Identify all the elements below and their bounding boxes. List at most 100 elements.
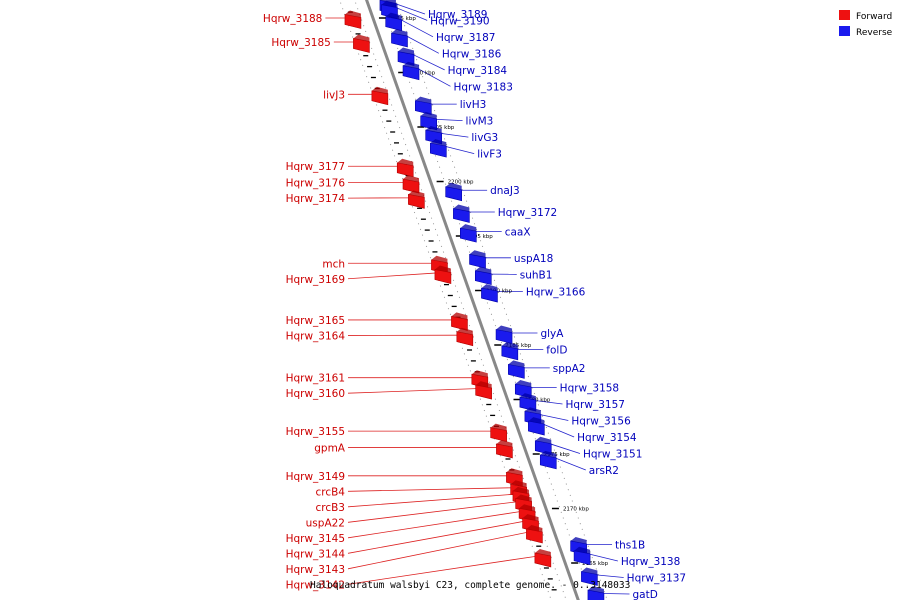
leader-line xyxy=(436,118,463,122)
gene-feature-folD xyxy=(501,341,519,361)
gene-feature-uspA18 xyxy=(469,250,486,269)
axis-tick-label: 2215 kbp xyxy=(390,16,416,22)
gene-feature-Hqrw_3185 xyxy=(353,34,370,53)
gene-feature-Hqrw_3169 xyxy=(434,265,452,284)
gene-label-Hqrw_3142: Hqrw_3142 xyxy=(286,579,345,591)
leader-line xyxy=(551,443,581,454)
gene-label-Hqrw_3177: Hqrw_3177 xyxy=(286,161,345,173)
legend-label-forward: Forward xyxy=(856,12,892,22)
gene-feature-Hqrw_3154 xyxy=(528,417,545,436)
gene-label-folD: folD xyxy=(546,345,567,357)
leader-line xyxy=(556,457,586,471)
gene-labels: Hqrw_3188 Hqrw_3185 livJ3 Hqrw_3177 Hqrw_317… xyxy=(263,9,686,600)
gene-feature-glyA xyxy=(495,325,513,344)
leader-line xyxy=(413,54,445,71)
gene-label-Hqrw_3143: Hqrw_3143 xyxy=(286,564,345,576)
gene-label-Hqrw_3164: Hqrw_3164 xyxy=(286,330,346,342)
gene-label-mch: mch xyxy=(322,258,345,270)
gene-label-Hqrw_3172: Hqrw_3172 xyxy=(498,207,557,219)
leader-line xyxy=(597,574,624,578)
gene-label-Hqrw_3186: Hqrw_3186 xyxy=(442,48,502,60)
genome-axis xyxy=(365,0,580,600)
gene-feature-livH3 xyxy=(415,96,432,115)
axis-tick-label: 2205 kbp xyxy=(428,125,454,131)
legend-swatch-forward xyxy=(839,10,850,20)
axis-tick-label: 2180 kbp xyxy=(525,398,551,404)
gene-label-Hqrw_3144: Hqrw_3144 xyxy=(286,548,346,560)
gene-feature-dnaJ3 xyxy=(445,182,462,202)
gene-label-livM3: livM3 xyxy=(466,116,494,128)
axis-tick-label: 2185 kbp xyxy=(505,343,531,349)
gene-feature-Hqrw_3164 xyxy=(456,327,474,347)
gene-label-dnaJ3: dnaJ3 xyxy=(490,185,520,197)
gene-label-crcB3: crcB3 xyxy=(315,502,345,514)
gene-label-arsR2: arsR2 xyxy=(589,465,619,477)
legend: Forward Reverse xyxy=(839,10,893,38)
gene-feature-suhB1 xyxy=(474,266,492,286)
gene-feature-Hqrw_3174 xyxy=(408,190,425,209)
gene-label-Hqrw_3161: Hqrw_3161 xyxy=(286,373,345,385)
gene-feature-Hqrw_3186 xyxy=(391,29,408,48)
gene-label-Hqrw_3187: Hqrw_3187 xyxy=(436,32,495,44)
leader-line xyxy=(590,553,618,562)
gene-label-Hqrw_3156: Hqrw_3156 xyxy=(571,416,631,428)
gene-label-Hqrw_3149: Hqrw_3149 xyxy=(286,471,345,483)
gene-label-Hqrw_3158: Hqrw_3158 xyxy=(560,383,619,395)
gene-feature-Hqrw_3187 xyxy=(385,12,403,32)
legend-swatch-reverse xyxy=(839,26,850,36)
gene-label-Hqrw_3157: Hqrw_3157 xyxy=(566,399,625,411)
leader-line xyxy=(347,511,520,539)
gene-label-sppA2: sppA2 xyxy=(553,363,586,375)
gene-feature-Hqrw_3151 xyxy=(534,436,552,456)
gene-feature-Hqrw_3184 xyxy=(397,47,415,66)
gene-label-Hqrw_3160: Hqrw_3160 xyxy=(286,388,345,400)
leader-line xyxy=(347,487,511,492)
leader-line xyxy=(395,3,426,15)
leader-line xyxy=(347,493,513,508)
gene-label-Hqrw_3169: Hqrw_3169 xyxy=(286,274,345,286)
leader-line xyxy=(347,272,435,280)
gene-label-Hqrw_3190: Hqrw_3190 xyxy=(430,15,489,27)
axis-tick-label: 2175 kbp xyxy=(544,452,570,458)
gene-feature-gatD xyxy=(587,586,605,600)
leader-line xyxy=(441,133,469,138)
axis-tick-label: 2200 kbp xyxy=(448,180,474,186)
axis-tick-label: 2170 kbp xyxy=(563,507,589,513)
axis-tick-label: 2210 kbp xyxy=(409,71,435,77)
gene-label-livG3: livG3 xyxy=(471,132,498,144)
gene-label-Hqrw_3165: Hqrw_3165 xyxy=(286,315,345,327)
gene-label-Hqrw_3189: Hqrw_3189 xyxy=(428,9,487,21)
gene-label-livH3: livH3 xyxy=(460,99,487,111)
gene-feature-caaX xyxy=(459,224,477,243)
gene-label-Hqrw_3137: Hqrw_3137 xyxy=(627,572,686,584)
gene-feature-Hqrw_3157 xyxy=(519,393,537,412)
leader-line xyxy=(347,501,516,523)
label-leader-lines xyxy=(325,3,630,595)
gene-label-Hqrw_3174: Hqrw_3174 xyxy=(286,193,346,205)
gene-label-Hqrw_3166: Hqrw_3166 xyxy=(526,287,586,299)
leader-line xyxy=(347,532,527,570)
leader-line xyxy=(397,7,428,21)
leader-line xyxy=(446,146,475,154)
gene-feature-Hqrw_3138 xyxy=(573,546,591,566)
gene-feature-Hqrw_3160 xyxy=(475,381,492,400)
gene-label-Hqrw_3185: Hqrw_3185 xyxy=(271,37,330,49)
legend-label-reverse: Reverse xyxy=(856,28,893,38)
gene-feature-Hqrw_3177 xyxy=(396,158,414,178)
gene-feature-Hqrw_3165 xyxy=(451,312,468,331)
gene-feature-Hqrw_3176 xyxy=(402,175,420,194)
gene-feature-arsR2 xyxy=(539,450,557,470)
leader-line xyxy=(544,424,575,438)
gene-feature-Hqrw_3143 xyxy=(526,524,543,544)
axis-tick-label: 2165 kbp xyxy=(582,561,608,567)
gene-label-Hqrw_3188: Hqrw_3188 xyxy=(263,13,322,25)
gene-feature-livF3 xyxy=(430,139,447,158)
gene-label-gatD: gatD xyxy=(633,589,658,600)
leader-line xyxy=(347,521,523,554)
gene-feature-gpmA xyxy=(496,439,513,459)
gene-label-Hqrw_3154: Hqrw_3154 xyxy=(577,432,637,444)
gene-feature-Hqrw_3166 xyxy=(481,284,498,303)
leader-line xyxy=(347,556,535,585)
leader-line xyxy=(401,19,434,38)
